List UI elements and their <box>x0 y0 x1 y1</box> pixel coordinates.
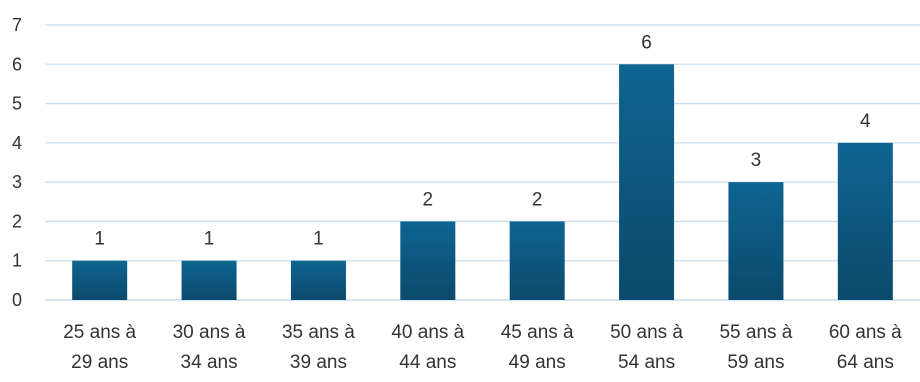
data-label: 2 <box>532 189 543 210</box>
bar <box>72 260 128 300</box>
x-tick-label: 60 ans à 64 ans <box>829 322 902 373</box>
bar <box>400 221 456 300</box>
y-axis: 0 1 2 3 4 5 6 7 <box>12 15 22 310</box>
y-tick-label: 2 <box>12 211 22 231</box>
y-tick-label: 4 <box>12 133 22 153</box>
data-label: 2 <box>423 189 434 210</box>
bars <box>72 64 893 301</box>
y-tick-label: 1 <box>12 251 22 271</box>
y-tick-label: 3 <box>12 172 22 192</box>
data-label: 4 <box>860 111 871 132</box>
bar <box>290 260 346 300</box>
bar <box>728 182 784 300</box>
y-tick-label: 0 <box>12 290 22 310</box>
x-tick-label: 50 ans à 54 ans <box>610 322 683 373</box>
data-labels: 1 1 1 2 2 6 3 4 <box>94 32 871 249</box>
x-tick-label: 25 ans à 29 ans <box>63 322 136 373</box>
data-label: 1 <box>204 229 215 250</box>
bar <box>837 142 893 300</box>
data-label: 6 <box>641 32 652 53</box>
data-label: 1 <box>94 229 105 250</box>
bar <box>619 64 675 301</box>
data-label: 3 <box>751 150 762 171</box>
x-tick-label: 35 ans à 39 ans <box>282 322 355 373</box>
y-tick-label: 7 <box>12 15 22 35</box>
x-tick-label: 55 ans à 59 ans <box>719 322 792 373</box>
x-axis: 25 ans à 29 ans 30 ans à 34 ans 35 ans à 39 a… <box>63 322 902 373</box>
x-tick-label: 45 ans à 49 ans <box>501 322 574 373</box>
data-label: 1 <box>313 229 324 250</box>
y-tick-label: 6 <box>12 54 22 74</box>
x-tick-label: 40 ans à 44 ans <box>391 322 464 373</box>
bar <box>509 221 565 300</box>
gridlines <box>45 24 920 301</box>
x-tick-label: 30 ans à 34 ans <box>173 322 246 373</box>
bar <box>181 260 237 300</box>
y-tick-label: 5 <box>12 94 22 114</box>
